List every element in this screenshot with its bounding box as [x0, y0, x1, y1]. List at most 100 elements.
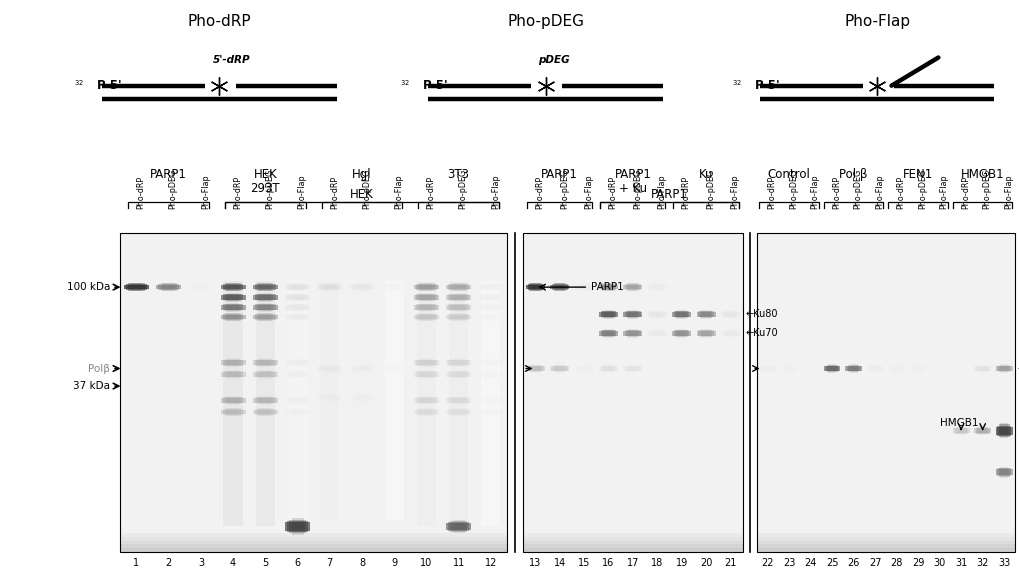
Bar	[625, 284, 640, 290]
Bar	[227, 283, 238, 292]
Text: HEK: HEK	[253, 168, 277, 181]
Bar	[350, 366, 374, 371]
Bar	[450, 408, 467, 416]
Text: 28: 28	[890, 558, 902, 569]
Bar	[756, 233, 1014, 552]
Bar	[649, 331, 664, 336]
Bar	[554, 283, 564, 292]
Bar	[220, 398, 246, 402]
Bar	[388, 364, 399, 373]
Text: pDEG: pDEG	[537, 55, 570, 65]
Bar	[628, 364, 637, 373]
Text: 10: 10	[420, 558, 432, 569]
Bar	[287, 397, 308, 404]
Bar	[1000, 423, 1007, 438]
Bar	[482, 408, 498, 416]
Bar	[284, 361, 310, 365]
Bar	[191, 284, 211, 290]
Text: Pho-Flap: Pho-Flap	[844, 14, 909, 29]
Bar	[317, 366, 342, 371]
Bar	[977, 364, 985, 373]
Text: Pho-Flap: Pho-Flap	[298, 175, 307, 209]
Bar	[352, 366, 372, 371]
Bar	[420, 358, 432, 367]
Bar	[998, 365, 1009, 372]
Text: Pho-dRP: Pho-dRP	[187, 14, 251, 29]
Bar	[287, 294, 308, 301]
Bar	[553, 283, 566, 291]
Bar	[123, 285, 149, 289]
Bar	[158, 284, 179, 290]
Text: Polβ: Polβ	[89, 363, 110, 374]
Bar	[760, 366, 773, 371]
Bar	[317, 395, 342, 400]
Bar	[869, 365, 879, 372]
Text: 11: 11	[452, 558, 465, 569]
Text: 293T: 293T	[251, 182, 280, 196]
Bar	[289, 304, 306, 311]
Bar	[478, 315, 503, 319]
Bar	[652, 329, 661, 338]
Bar	[652, 364, 661, 373]
Bar	[478, 305, 503, 309]
Bar	[220, 285, 246, 289]
Bar	[931, 366, 946, 371]
Bar	[600, 331, 615, 336]
Bar	[416, 304, 436, 310]
Text: Pho-dRP: Pho-dRP	[329, 176, 338, 209]
Bar	[287, 371, 308, 377]
Bar	[284, 372, 310, 377]
Bar	[445, 361, 471, 365]
Bar	[523, 540, 742, 545]
Bar	[697, 331, 713, 336]
Bar	[284, 285, 310, 289]
Bar	[356, 393, 368, 402]
Bar	[551, 366, 568, 371]
Text: Control: Control	[767, 168, 810, 181]
Bar	[319, 284, 339, 290]
Bar	[227, 370, 238, 378]
Bar	[649, 284, 664, 290]
Bar	[1000, 364, 1007, 373]
Bar	[523, 548, 742, 552]
Bar	[128, 283, 145, 291]
Text: Ku: Ku	[698, 168, 712, 181]
Bar	[354, 283, 370, 291]
Bar	[287, 314, 308, 320]
Bar	[220, 295, 246, 300]
Bar	[452, 520, 464, 533]
Bar	[623, 285, 642, 289]
Bar	[482, 397, 498, 404]
Bar	[785, 364, 793, 373]
Bar	[323, 364, 335, 373]
Bar	[649, 366, 664, 371]
Text: $^{32}$: $^{32}$	[73, 81, 84, 91]
Bar	[482, 359, 498, 366]
Text: 9: 9	[390, 558, 396, 569]
Text: Pho-pDEG: Pho-pDEG	[168, 169, 177, 209]
Bar	[603, 283, 612, 292]
Bar	[291, 293, 304, 302]
Bar	[259, 370, 271, 378]
Bar	[223, 281, 243, 527]
Text: 20: 20	[699, 558, 711, 569]
Bar	[623, 366, 642, 371]
Text: Pho-dRP: Pho-dRP	[832, 176, 841, 209]
Bar	[120, 540, 506, 545]
Bar	[998, 424, 1009, 437]
Bar	[997, 426, 1010, 436]
Bar	[225, 397, 242, 404]
Bar	[650, 283, 662, 291]
Bar	[675, 310, 687, 318]
Bar	[889, 366, 903, 371]
Bar	[723, 310, 736, 318]
Bar	[257, 408, 273, 416]
Bar	[120, 533, 506, 536]
Bar	[600, 366, 615, 371]
Bar	[447, 397, 469, 404]
Bar	[445, 398, 471, 402]
Text: 8: 8	[359, 558, 365, 569]
Bar	[255, 314, 275, 320]
Bar	[650, 365, 662, 372]
Bar	[156, 285, 181, 289]
